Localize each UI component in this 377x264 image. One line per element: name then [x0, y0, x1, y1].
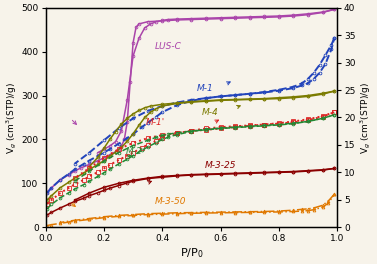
Text: M-2: M-2 [126, 147, 143, 156]
Text: M-3-25: M-3-25 [204, 161, 236, 170]
X-axis label: P/P$_0$: P/P$_0$ [179, 246, 203, 260]
Text: M-3-50: M-3-50 [155, 197, 187, 206]
Text: M-4: M-4 [202, 108, 218, 117]
Text: M-1': M-1' [146, 118, 166, 127]
Y-axis label: V$_g$ (cm$^3$(STP)/g): V$_g$ (cm$^3$(STP)/g) [4, 82, 19, 154]
Y-axis label: V$_g$ (cm$^3$(STP)/g): V$_g$ (cm$^3$(STP)/g) [358, 82, 373, 154]
Text: LUS-C: LUS-C [155, 42, 182, 51]
Text: M-1: M-1 [197, 84, 214, 93]
